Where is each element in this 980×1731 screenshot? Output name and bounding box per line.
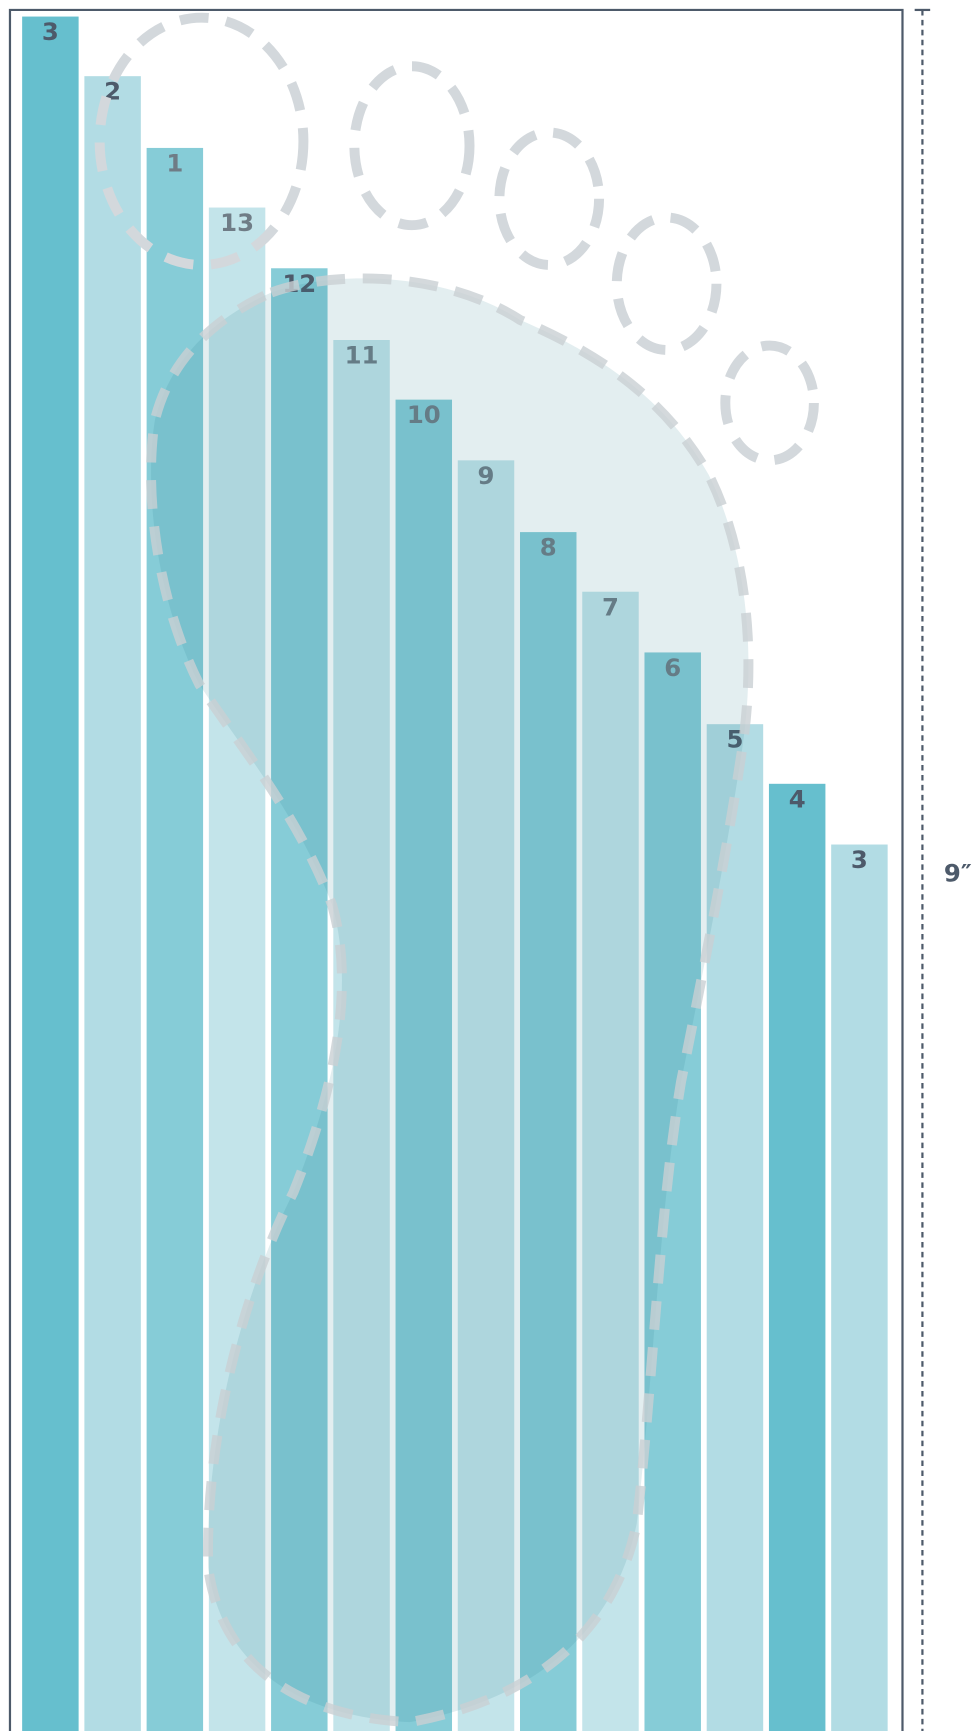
height-label: 9″	[944, 858, 972, 887]
bar-label: 1	[166, 149, 183, 178]
toe	[611, 212, 722, 355]
toe	[494, 127, 605, 270]
bars: 321131211109876543	[22, 16, 888, 1731]
toes	[94, 12, 819, 466]
bar	[644, 652, 701, 1731]
bar-label: 5	[726, 725, 743, 754]
bar-label: 4	[789, 784, 806, 813]
bar	[208, 207, 266, 1731]
bar-label: 9	[478, 461, 495, 490]
frame	[8, 8, 904, 1731]
toe	[720, 340, 819, 466]
bar-label: 6	[664, 653, 681, 682]
bar	[84, 76, 141, 1731]
bar-label: 10	[407, 400, 441, 429]
bar	[22, 16, 79, 1731]
bar	[271, 268, 328, 1731]
bar-label: 3	[42, 17, 59, 46]
bar-label: 8	[540, 533, 557, 562]
bar-label: 7	[602, 592, 619, 621]
bar-label: 13	[220, 208, 254, 237]
bar	[457, 460, 515, 1731]
bar	[768, 783, 826, 1731]
bar	[395, 399, 453, 1731]
toe	[94, 12, 309, 270]
bar	[520, 532, 577, 1731]
toe	[349, 61, 475, 231]
foot-outline	[146, 273, 754, 1728]
bar	[333, 340, 390, 1731]
bar	[831, 844, 888, 1731]
bar-label: 11	[345, 341, 379, 370]
bar-label: 3	[851, 845, 868, 874]
